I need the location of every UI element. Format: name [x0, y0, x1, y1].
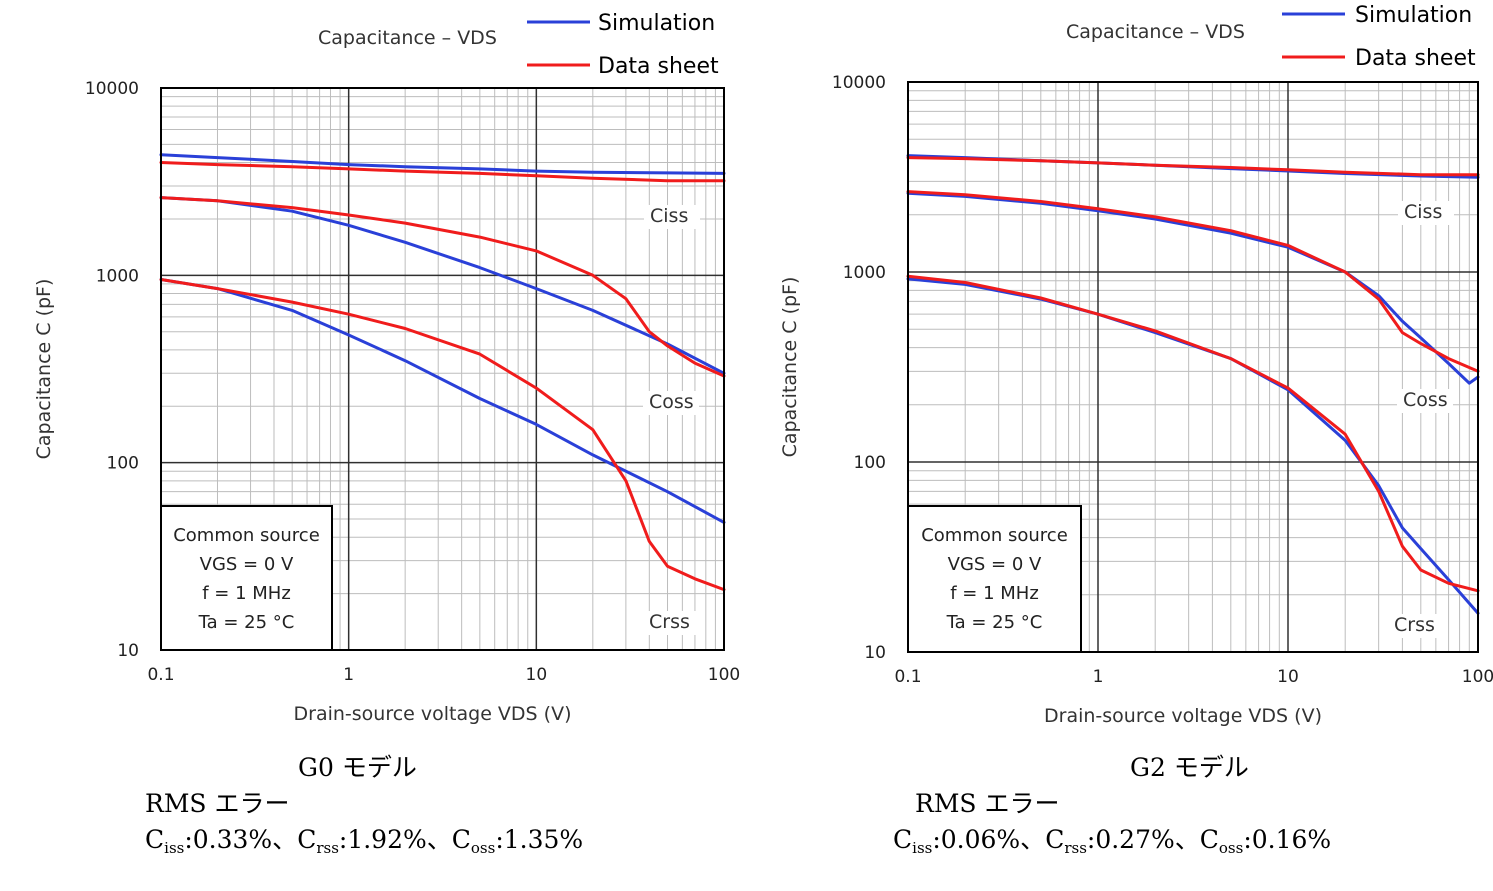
left-series-crss-simulation [159, 278, 726, 524]
right-condition-0: Common source [921, 525, 1068, 546]
right-legend-label-simulation: Simulation [1355, 3, 1472, 28]
right-condition-2: f = 1 MHz [950, 583, 1039, 604]
right-curve-label-coss: Coss [1403, 389, 1448, 411]
right-curve-label-bg [1398, 201, 1454, 225]
right-conditions-box [907, 505, 1082, 653]
right-ytick-label: 10 [864, 643, 886, 663]
left-legend-label-data-sheet: Data sheet [598, 54, 719, 79]
left-curve-label-bg [644, 205, 700, 229]
left-chart: Ciss Coss Crss Common source VGS = 0 V f = 1 … [33, 11, 740, 725]
right-series-crss-data-sheet [906, 274, 1480, 593]
right-model-caption: G2 モデル [1130, 753, 1249, 782]
right-curve-label-ciss: Ciss [1404, 201, 1442, 223]
left-curve-label-ciss: Ciss [650, 205, 688, 227]
left-model-caption: G0 モデル [298, 753, 417, 782]
right-condition-3: Ta = 25 °C [946, 612, 1043, 633]
right-legend-label-data-sheet: Data sheet [1355, 46, 1476, 71]
right-rms-title: RMS エラー [915, 789, 1060, 818]
left-ytick-label: 1000 [96, 266, 139, 286]
left-xtick-label: 10 [526, 665, 548, 685]
right-ytick-label: 10000 [832, 73, 886, 93]
left-xtick-label: 100 [708, 665, 740, 685]
left-condition-0: Common source [173, 525, 320, 546]
right-series-ciss-data-sheet [906, 156, 1480, 177]
right-ytick-label: 100 [854, 453, 886, 473]
left-legend-label-simulation: Simulation [598, 11, 715, 36]
left-series-coss-data-sheet [159, 196, 726, 378]
left-series-ciss-simulation [159, 153, 726, 175]
left-condition-2: f = 1 MHz [202, 583, 291, 604]
left-rms-values: Ciss:0.33%、Crss:1.92%、Coss:1.35% [145, 820, 583, 857]
left-ytick-label: 10000 [85, 79, 139, 99]
right-coss-error: Coss:0.16% [1199, 825, 1332, 857]
left-xtick-label: 0.1 [147, 665, 174, 685]
left-curve-label-crss: Crss [649, 611, 690, 633]
left-series-coss-simulation [159, 196, 726, 375]
left-rms-title: RMS エラー [145, 789, 290, 818]
left-coss-error: Coss:1.35% [451, 825, 584, 857]
left-condition-1: VGS = 0 V [200, 554, 294, 575]
right-condition-1: VGS = 0 V [948, 554, 1042, 575]
right-series-coss-data-sheet [906, 190, 1480, 373]
right-x-axis-title: Drain-source voltage VDS (V) [1044, 705, 1322, 727]
right-xtick-label: 1 [1093, 667, 1104, 687]
right-curve-label-bg [1388, 614, 1444, 638]
left-condition-3: Ta = 25 °C [198, 612, 295, 633]
left-curve-label-coss: Coss [649, 391, 694, 413]
left-xtick-label: 1 [343, 665, 354, 685]
left-y-axis-title: Capacitance C (pF) [33, 279, 55, 460]
right-xtick-label: 10 [1277, 667, 1299, 687]
left-x-axis-title: Drain-source voltage VDS (V) [294, 703, 572, 725]
right-xtick-label: 0.1 [894, 667, 921, 687]
left-series-ciss-data-sheet [159, 161, 726, 183]
left-series-crss-data-sheet [159, 278, 726, 592]
left-ytick-label: 100 [107, 454, 139, 474]
left-curve-label-bg [643, 391, 699, 415]
right-curve-label-crss: Crss [1394, 614, 1435, 636]
right-plot-frame [907, 81, 1479, 653]
right-curve-label-bg [1397, 389, 1453, 413]
left-plot-frame [160, 87, 725, 651]
left-ciss-error: Ciss:0.33%、 [145, 825, 298, 857]
left-conditions-box [160, 505, 333, 651]
right-chart-title: Capacitance – VDS [1066, 21, 1245, 43]
right-xtick-label: 100 [1462, 667, 1493, 687]
left-curve-label-bg [643, 611, 699, 635]
left-crss-error: Crss:1.92%、 [297, 825, 452, 857]
right-ytick-label: 1000 [843, 263, 886, 283]
left-ytick-label: 10 [117, 641, 139, 661]
left-chart-title: Capacitance – VDS [318, 27, 497, 49]
right-y-axis-title: Capacitance C (pF) [779, 277, 801, 458]
right-crss-error: Crss:0.27%、 [1045, 825, 1200, 857]
right-chart: Ciss Coss Crss Common source VGS = 0 V f = 1 … [779, 3, 1493, 727]
right-rms-values: Ciss:0.06%、Crss:0.27%、Coss:0.16% [893, 820, 1331, 857]
right-ciss-error: Ciss:0.06%、 [893, 825, 1046, 857]
